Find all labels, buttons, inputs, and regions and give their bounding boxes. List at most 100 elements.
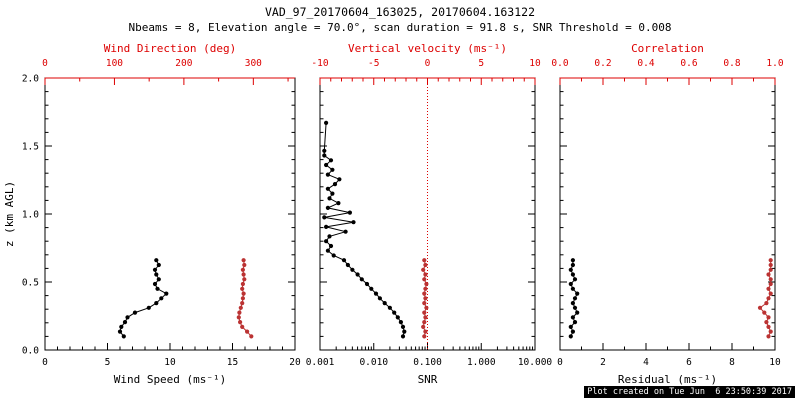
data-point [119,324,124,329]
x-tick-label: 0 [42,357,48,368]
data-point [766,272,771,277]
data-point [766,324,771,329]
data-point [240,301,245,306]
data-point [570,315,576,320]
data-point [421,324,426,329]
data-point [355,272,360,277]
data-point [322,148,327,153]
x-top-tick-label: 0.2 [594,58,611,69]
data-point [117,329,123,334]
data-point [240,286,245,291]
x-top-tick-label: 0 [42,58,48,69]
data-point [572,296,578,301]
data-point [152,281,158,287]
data-point [336,201,341,206]
data-point [154,301,159,306]
data-point [351,220,356,225]
panel-snr: 0.001 0.010 0.100 1.000 10.000 SNR -10 -5 0 5 10 Ve… [306,42,553,386]
data-point [364,281,370,287]
data-point [764,301,769,306]
data-point [240,267,245,272]
data-point [422,301,427,306]
x-top-tick-label: 0.4 [637,58,654,69]
x-top-tick-label: 0 [425,58,431,69]
data-point [570,286,576,291]
data-point [568,324,573,329]
data-point [240,296,245,301]
x-top-title-snr: Vertical velocity (ms⁻¹) [348,42,507,55]
x-tick-label: 20 [289,357,301,368]
series-wind-speed [117,258,169,339]
x-top-tick-label: 10 [529,58,541,69]
data-point [572,277,578,282]
data-point [156,262,161,268]
x-top-title-residual: Correlation [631,42,704,55]
data-point [768,277,773,282]
data-point [398,320,403,325]
data-point [570,258,576,263]
data-point [568,334,573,339]
x-tick-label: 5 [105,357,111,368]
data-point [423,272,428,277]
data-point [331,253,336,258]
data-point [325,248,330,253]
data-point [236,315,241,320]
data-point [241,258,246,263]
x-top-tick-label: 200 [175,58,192,69]
panel-frame-wind [44,77,296,351]
x-axis-title-residual: Residual (ms⁻¹) [618,373,717,386]
panel-frame-residual [559,77,776,351]
data-point [241,272,246,277]
data-point [325,205,330,210]
data-point [156,277,161,282]
data-point [423,315,428,320]
data-point [241,291,246,296]
data-point [422,334,427,339]
data-point [422,277,427,282]
x-top-tick-label: 1.0 [766,58,783,69]
x-top-tick-label: 100 [106,58,123,69]
x-top-tick-label: 5 [478,58,484,69]
panel-residual: 0 2 4 6 8 10 Residual (ms⁻¹) 0.0 0.2 0.4 0.6 0.8 1.0… [551,42,783,386]
data-point [382,301,387,306]
data-point [423,329,428,334]
x-tick-label: 0.001 [306,357,335,368]
data-point [424,281,429,287]
data-point [395,315,400,320]
data-point [369,286,374,291]
x-tick-label: 15 [227,357,238,368]
plot-title: VAD_97_20170604_163025, 20170604.163122 [264,5,536,19]
x-top-tick-label: 300 [245,58,262,69]
x-axis-title-snr: SNR [418,373,438,386]
x-tick-label: 6 [686,357,692,368]
x-tick-label: 8 [729,357,735,368]
data-point [392,310,397,315]
data-point [324,224,329,229]
series-snr-profile [322,120,407,339]
series-residual [568,258,580,339]
series-vertical-velocity [421,258,429,339]
data-point [324,239,329,244]
data-point [766,286,771,291]
data-point [237,310,242,315]
data-point [322,153,327,158]
data-point [570,329,576,334]
data-point [328,243,334,249]
data-point [387,305,392,310]
data-point [762,310,767,315]
data-point [570,301,576,306]
data-point [421,267,426,272]
data-point [322,215,327,220]
data-point [768,291,773,296]
data-point [155,286,160,291]
data-point [238,320,243,325]
data-point [422,310,427,315]
data-point [350,267,355,272]
data-point [325,172,330,177]
data-point [324,162,329,168]
x-top-tick-label: 0.8 [723,58,740,69]
data-point [373,291,379,296]
x-axis-title-wind: Wind Speed (ms⁻¹) [114,373,227,386]
data-point [768,262,773,268]
